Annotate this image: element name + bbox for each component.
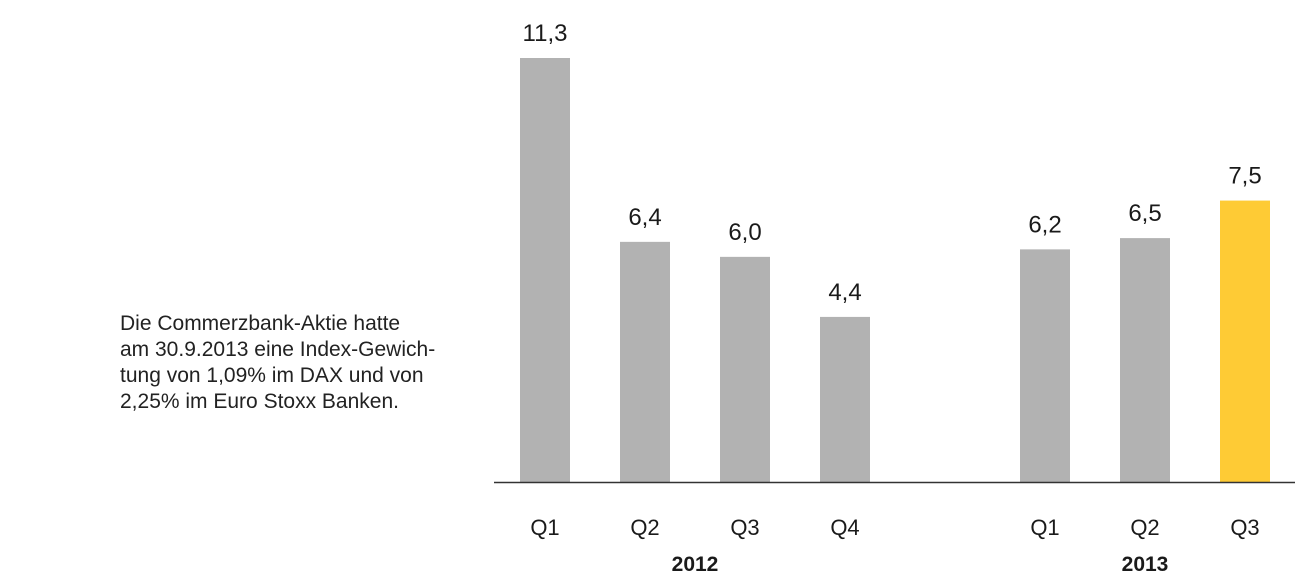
category-label-2013-q3: Q3 bbox=[1230, 515, 1259, 540]
bar-2012-q3 bbox=[720, 256, 770, 482]
category-label-2012-q4: Q4 bbox=[830, 515, 859, 540]
year-label-2012: 2012 bbox=[672, 553, 719, 576]
value-label-2013-q1: 6,2 bbox=[1028, 211, 1061, 238]
value-label-2013-q3: 7,5 bbox=[1228, 163, 1261, 190]
category-label-2012-q3: Q3 bbox=[730, 515, 759, 540]
note-line-1: Die Commerzbank-Aktie hatte bbox=[120, 312, 401, 335]
category-label-2012-q1: Q1 bbox=[530, 515, 559, 540]
value-label-2012-q1: 11,3 bbox=[523, 20, 568, 47]
index-weight-note: Die Commerzbank-Aktie hatte am 30.9.2013… bbox=[120, 311, 440, 415]
note-line-2: am 30.9.2013 eine Index-Gewich- bbox=[120, 338, 436, 361]
bar-2012-q4 bbox=[820, 316, 870, 482]
bar-2013-q1 bbox=[1020, 249, 1070, 482]
category-label-2013-q2: Q2 bbox=[1130, 515, 1159, 540]
value-label-2012-q3: 6,0 bbox=[728, 219, 761, 246]
note-line-4: 2,25% im Euro Stoxx Banken. bbox=[120, 390, 399, 413]
bar-2012-q2 bbox=[620, 241, 670, 482]
value-label-2013-q2: 6,5 bbox=[1128, 200, 1161, 227]
bar-2012-q1 bbox=[520, 58, 570, 482]
year-label-2013: 2013 bbox=[1122, 553, 1169, 576]
category-label-2012-q2: Q2 bbox=[630, 515, 659, 540]
bar-2013-q3 bbox=[1220, 200, 1270, 482]
value-label-2012-q2: 6,4 bbox=[628, 204, 661, 231]
value-label-2012-q4: 4,4 bbox=[828, 279, 861, 306]
note-line-3: tung von 1,09% im DAX und von bbox=[120, 364, 424, 387]
bar-2013-q2 bbox=[1120, 238, 1170, 482]
category-label-2013-q1: Q1 bbox=[1030, 515, 1059, 540]
